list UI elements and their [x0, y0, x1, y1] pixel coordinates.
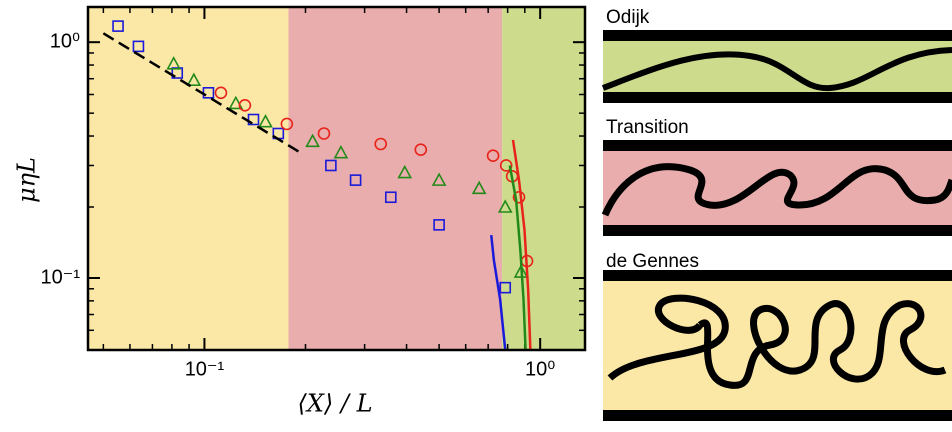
y-axis-label: μηL	[13, 157, 41, 203]
y-tick-label: 10⁰	[50, 30, 80, 52]
figure: 10⁻¹ 10⁰ 10⁻¹ 10⁰ ⟨X⟩ / L μηL Odijk Transit…	[0, 0, 952, 427]
region	[88, 7, 289, 350]
x-tick-label: 10⁰	[525, 358, 555, 380]
wall	[603, 270, 952, 281]
wall	[603, 410, 952, 421]
page: 10⁻¹ 10⁰ 10⁻¹ 10⁰ ⟨X⟩ / L μηL Odijk Transit…	[0, 0, 952, 427]
x-tick-label: 10⁻¹	[185, 358, 225, 380]
channel	[603, 151, 952, 225]
y-tick-label: 10⁻¹	[41, 266, 81, 288]
panel-label: de Gennes	[606, 251, 699, 272]
x-axis-label: ⟨X⟩ / L	[297, 390, 372, 418]
panel-label: Transition	[606, 117, 689, 138]
region	[289, 7, 503, 350]
wall	[603, 140, 952, 151]
plot: 10⁻¹ 10⁰ 10⁻¹ 10⁰	[41, 7, 585, 380]
wall	[603, 30, 952, 41]
wall	[603, 92, 952, 103]
panel-label: Odijk	[606, 7, 650, 28]
region	[502, 7, 585, 350]
wall	[603, 225, 952, 236]
